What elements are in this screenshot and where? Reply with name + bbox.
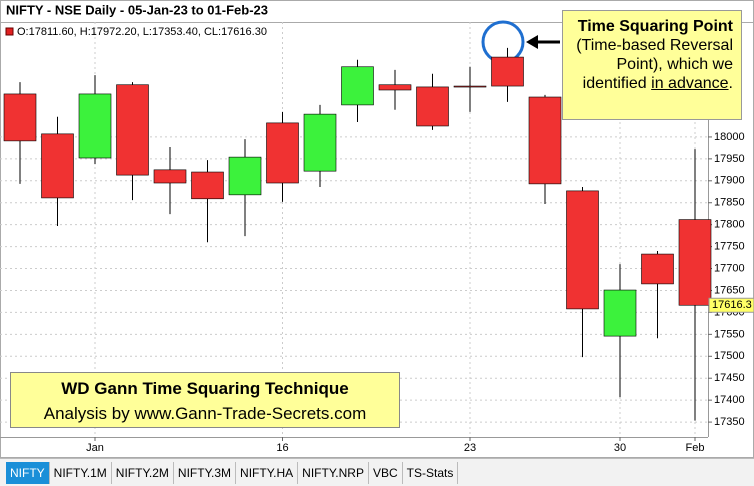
- candle-body: [491, 56, 524, 87]
- tab-bar: NIFTY NIFTY.1M NIFTY.2M NIFTY.3M NIFTY.HA NIF…: [0, 458, 754, 486]
- candle-body: [453, 85, 487, 88]
- y-tick-label: 17450: [714, 372, 745, 384]
- annotation: Time Squaring Point (Time-based Reversal…: [562, 10, 742, 120]
- last-price-label: 17616.3: [712, 299, 752, 311]
- candle-body: [153, 169, 187, 184]
- candle-body: [678, 219, 712, 306]
- y-tick-label: 17700: [714, 262, 745, 274]
- x-tick-label: 23: [464, 442, 476, 454]
- y-tick-label: 17800: [714, 219, 745, 231]
- x-tick-label: Jan: [86, 442, 104, 454]
- tab[interactable]: NIFTY.HA: [236, 462, 299, 484]
- tab[interactable]: NIFTY: [6, 462, 50, 484]
- arrow-head: [526, 35, 538, 49]
- x-tick-label: Feb: [686, 442, 705, 454]
- y-tick-label: 17400: [714, 394, 745, 406]
- y-tick-label: 17650: [714, 284, 745, 296]
- annotation-end: .: [728, 75, 733, 92]
- y-tick-label: 18000: [714, 131, 745, 143]
- x-tick-label: 30: [614, 442, 626, 454]
- y-tick-label: 17850: [714, 197, 745, 209]
- candle-body: [191, 171, 224, 200]
- banner-title: WD Gann Time Squaring Technique: [61, 379, 349, 398]
- ohlc-readout: O:17811.60, H:17972.20, L:17353.40, CL:1…: [17, 26, 267, 38]
- tab[interactable]: NIFTY.2M: [112, 462, 174, 484]
- banner-subtitle: Analysis by www.Gann-Trade-Secrets.com: [43, 404, 367, 423]
- candle-body: [416, 86, 449, 127]
- candle-body: [303, 113, 337, 172]
- x-tick-label: 16: [276, 442, 288, 454]
- annotation-underline: in advance: [651, 75, 729, 92]
- tab[interactable]: TS-Stats: [403, 462, 459, 484]
- annotation-text: (Time-based Reversal Point), which we id…: [576, 37, 733, 92]
- tab[interactable]: NIFTY.1M: [50, 462, 112, 484]
- candle-body: [566, 190, 599, 310]
- y-tick-label: 17950: [714, 153, 745, 165]
- candle-body: [266, 122, 299, 184]
- y-tick-label: 17550: [714, 328, 745, 340]
- annotation-bold: Time Squaring Point: [577, 18, 733, 35]
- y-tick-label: 17750: [714, 241, 745, 253]
- tab[interactable]: NIFTY.3M: [174, 462, 237, 484]
- chart-title: NIFTY - NSE Daily - 05-Jan-23 to 01-Feb-…: [6, 2, 268, 17]
- candle-body: [78, 93, 112, 159]
- last-price-box: [708, 297, 754, 313]
- candle-body: [641, 253, 674, 285]
- tab[interactable]: NIFTY.NRP: [298, 462, 369, 484]
- candle-body: [603, 289, 637, 337]
- candle-body: [341, 66, 374, 106]
- candle-body: [3, 93, 37, 142]
- candle-body: [228, 156, 262, 196]
- candle-body: [41, 133, 74, 199]
- candle-body: [378, 84, 412, 91]
- candle-body: [528, 96, 562, 185]
- banner: WD Gann Time Squaring Technique Analysis…: [10, 372, 400, 428]
- tab[interactable]: VBC: [369, 462, 403, 484]
- y-tick-label: 17350: [714, 416, 745, 428]
- y-tick-label: 17900: [714, 175, 745, 187]
- y-tick-label: 17500: [714, 350, 745, 362]
- legend-swatch: [5, 27, 14, 36]
- candle-body: [116, 84, 149, 176]
